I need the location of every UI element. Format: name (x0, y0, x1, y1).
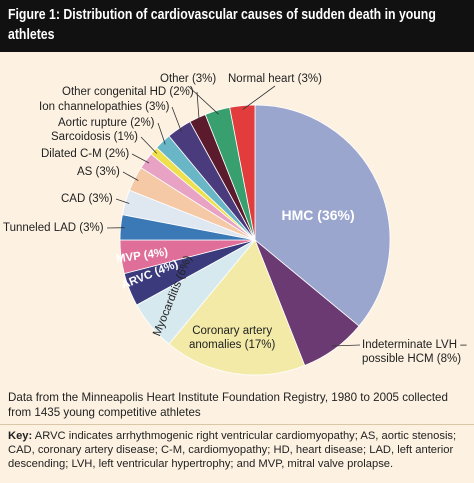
key-note: Key: ARVC indicates arrhythmogenic right… (8, 429, 470, 471)
slice-label: AS (3%) (77, 166, 120, 178)
header: Figure 1: Distribution of cardiovascular… (0, 0, 474, 52)
leader-line (140, 136, 158, 154)
slice-label: CAD (3%) (61, 193, 113, 205)
divider (0, 424, 474, 425)
leader-line (171, 106, 182, 132)
pie-slice (229, 104, 256, 241)
chart-title: Figure 1: Distribution of cardiovascular… (8, 6, 436, 43)
slice-label: HMC (36%) (281, 207, 355, 223)
pie-slice (168, 239, 306, 376)
leader-line (242, 85, 276, 110)
slice-label: Tunneled LAD (3%) (3, 222, 104, 234)
slice-label: Ion channelopathies (3%) (39, 101, 170, 113)
leader-line (115, 198, 130, 204)
slice-label: Indeterminate LVH – possible HCM (8%) (362, 339, 467, 365)
slice-label: Dilated C-M (2%) (41, 148, 130, 160)
leader-line (331, 344, 361, 347)
slice-label: Other (3%) (160, 73, 217, 85)
leader-line (196, 91, 200, 122)
pie-slice (254, 104, 391, 327)
slice-label: Coronary artery anomalies (17%) (189, 325, 276, 351)
key-label: Key: (8, 430, 33, 442)
source-note: Data from the Minneapolis Heart Institut… (8, 391, 448, 419)
leader-line (157, 122, 166, 145)
leader-line (131, 153, 150, 164)
slice-label: Aortic rupture (2%) (58, 117, 155, 129)
key-text: ARVC indicates arrhythmogenic right vent… (8, 430, 457, 470)
leader-line (122, 171, 139, 181)
leader-line (187, 85, 219, 115)
slice-label: Other congenital HD (2%) (62, 86, 194, 98)
slice-label: Sarcoidosis (1%) (51, 131, 138, 143)
chart (106, 85, 391, 376)
slice-label: Normal heart (3%) (228, 73, 322, 85)
